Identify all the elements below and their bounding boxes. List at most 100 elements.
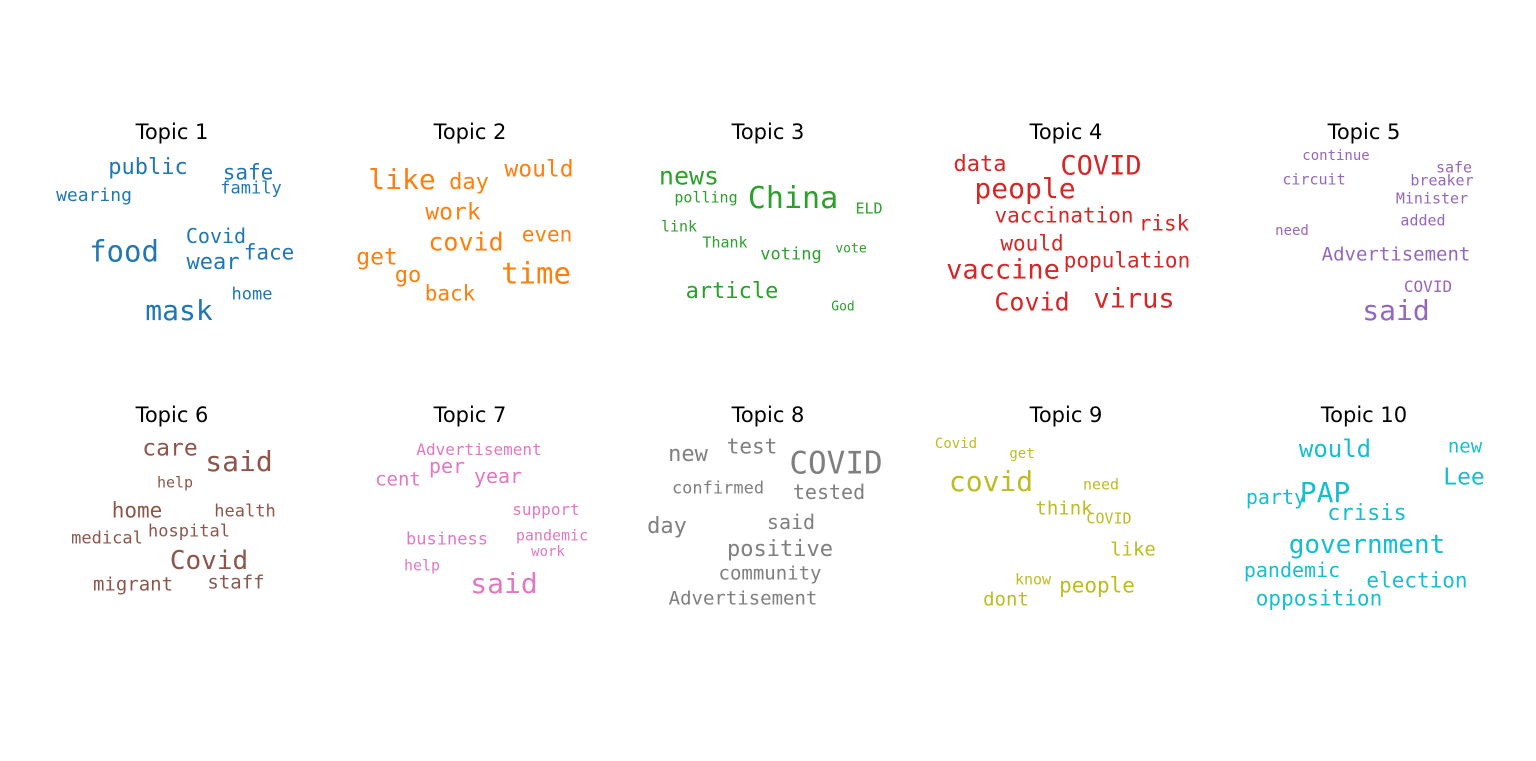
cloud-word: public: [108, 155, 188, 180]
topic-panel: Topic 1 public safe wearing family food Covid f…: [42, 120, 302, 350]
cloud-word: cent: [375, 468, 421, 491]
cloud-word: God: [831, 299, 855, 315]
cloud-word: get: [356, 244, 398, 271]
cloud-word: work: [425, 199, 481, 226]
cloud-word: polling: [674, 188, 738, 207]
cloud-word: said: [766, 510, 816, 534]
cloud-word: face: [243, 240, 295, 265]
cloud-word: continue: [1302, 148, 1370, 164]
topic-title: Topic 10: [1320, 403, 1408, 427]
cloud-word: would: [1298, 435, 1372, 463]
cloud-word: vaccination: [994, 203, 1134, 228]
cloud-word: care: [142, 435, 198, 462]
topic-title: Topic 4: [1029, 120, 1103, 144]
cloud-word: link: [660, 217, 698, 236]
cloud-word: work: [531, 544, 565, 560]
cloud-word: Advertisement: [416, 440, 542, 459]
topic-title: Topic 2: [433, 120, 507, 144]
cloud-word: Advertisement: [1321, 243, 1471, 266]
cloud-word: circuit: [1282, 170, 1346, 189]
cloud-word: Covid: [994, 287, 1070, 317]
cloud-word: new: [1447, 435, 1483, 458]
cloud-word: COVID: [1403, 277, 1453, 296]
cloud-word: covid: [428, 227, 504, 257]
topic-panel: Topic 9 Covid get covid need think COVID like kn…: [934, 403, 1196, 633]
cloud-word: Lee: [1443, 464, 1485, 491]
cloud-word: voting: [760, 244, 822, 265]
cloud-word: virus: [1093, 283, 1175, 315]
cloud-word: test: [726, 434, 778, 459]
cloud-word: wearing: [56, 185, 132, 206]
cloud-word: Minister: [1395, 189, 1469, 208]
cloud-word: China: [747, 181, 839, 216]
cloud-word: party: [1245, 485, 1307, 509]
cloud-word: day: [647, 514, 687, 539]
cloud-word: vaccine: [946, 254, 1060, 286]
cloud-word: covid: [948, 465, 1034, 498]
topic-panel: Topic 5 continue safe circuit breaker Ministe…: [1234, 120, 1494, 350]
topic-panel: Topic 2 like day would work covid even get time g…: [340, 120, 600, 350]
cloud-word: back: [424, 281, 476, 306]
cloud-word: vote: [835, 241, 867, 257]
cloud-word: Advertisement: [668, 587, 818, 610]
cloud-word: family: [220, 178, 282, 199]
cloud-word: ELD: [855, 199, 883, 218]
cloud-word: said: [470, 567, 538, 600]
cloud-word: COVID: [1086, 509, 1132, 528]
cloud-word: help: [403, 556, 441, 575]
cloud-word: crisis: [1327, 501, 1407, 526]
cloud-word: safe: [222, 160, 274, 185]
cloud-word: need: [1275, 223, 1309, 239]
cloud-word: breaker: [1410, 171, 1474, 190]
cloud-word: said: [205, 445, 273, 478]
topic-title: Topic 7: [433, 403, 507, 427]
cloud-word: Covid: [934, 436, 978, 452]
cloud-word: positive: [727, 537, 833, 562]
topic-panel: Topic 4 data COVID people vaccination risk wou…: [936, 120, 1196, 350]
topic-title: Topic 8: [731, 403, 805, 427]
cloud-word: government: [1288, 530, 1446, 560]
cloud-word: tested: [792, 480, 866, 504]
cloud-word: safe: [1435, 158, 1473, 177]
cloud-word: PAP: [1299, 476, 1351, 509]
cloud-word: per: [428, 454, 466, 478]
cloud-word: home: [231, 284, 273, 305]
topic-panel: Topic 7 Advertisement per cent year support bu…: [340, 403, 600, 633]
cloud-word: news: [658, 161, 720, 191]
cloud-word: added: [1400, 211, 1446, 230]
topic-panel: Topic 10 would new Lee party PAP crisis governm…: [1234, 403, 1494, 633]
cloud-word: risk: [1138, 211, 1190, 236]
cloud-word: get: [1009, 446, 1035, 462]
topic-title: Topic 6: [135, 403, 209, 427]
cloud-word: would: [504, 156, 574, 183]
cloud-word: people: [974, 172, 1076, 205]
cloud-word: support: [512, 500, 580, 519]
cloud-word: wear: [186, 250, 240, 275]
cloud-word: hospital: [148, 521, 230, 542]
cloud-word: said: [1362, 294, 1430, 327]
cloud-word: know: [1014, 570, 1052, 589]
topic-panel: Topic 3 news polling China ELD link Thank votin…: [638, 120, 898, 350]
cloud-word: community: [718, 562, 822, 585]
cloud-word: Covid: [185, 224, 247, 248]
cloud-word: COVID: [789, 445, 883, 482]
topic-title: Topic 5: [1327, 120, 1401, 144]
cloud-word: business: [406, 529, 488, 550]
cloud-word: medical: [71, 528, 143, 549]
cloud-word: food: [89, 234, 159, 269]
cloud-word: people: [1059, 573, 1135, 598]
cloud-word: Thank: [702, 233, 748, 252]
cloud-word: day: [449, 170, 489, 195]
cloud-word: health: [214, 501, 276, 522]
cloud-word: think: [1035, 497, 1093, 520]
cloud-word: need: [1082, 475, 1120, 494]
cloud-word: migrant: [92, 573, 174, 596]
cloud-word: like: [368, 163, 436, 196]
cloud-word: go: [394, 263, 422, 288]
cloud-word: time: [501, 256, 571, 291]
cloud-word: new: [668, 442, 708, 467]
cloud-word: COVID: [1060, 150, 1142, 182]
cloud-word: confirmed: [671, 478, 765, 499]
cloud-word: pandemic: [1243, 558, 1341, 582]
cloud-word: article: [685, 279, 779, 304]
